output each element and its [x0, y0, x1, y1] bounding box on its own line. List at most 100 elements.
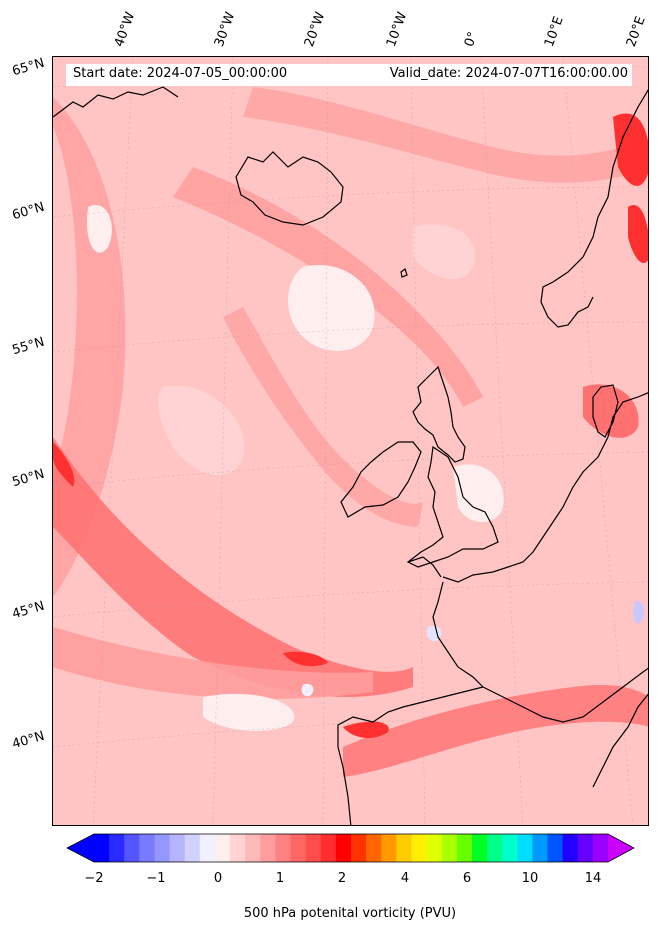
italy-coast — [592, 693, 648, 788]
latitude-label: 60°N — [10, 199, 47, 224]
start-date-label: Start date: 2024-07-05_00:00:00 — [73, 66, 288, 81]
colorbar-segment — [396, 834, 412, 862]
latitude-label: 55°N — [10, 334, 47, 359]
pv-negative-spot-2 — [633, 601, 644, 624]
colorbar-segment — [139, 834, 155, 862]
colorbar-segment — [517, 834, 533, 862]
coastlines — [53, 86, 648, 825]
colorbar-segment — [335, 834, 352, 862]
colorbar-tick-label: 10 — [521, 871, 539, 886]
pv-core-southern-france — [343, 721, 389, 739]
colorbar-tick-label: 0 — [213, 871, 223, 886]
map-panel — [52, 56, 649, 826]
colorbar-tick-label: 1 — [275, 871, 285, 886]
colorbar-segment — [547, 834, 564, 862]
colorbar-segment — [577, 834, 594, 862]
colorbar-tick-label: −1 — [146, 871, 166, 886]
colorbar-segment — [592, 834, 609, 862]
colorbar-segment — [245, 834, 261, 862]
faroe-islands — [400, 268, 408, 278]
iceland-coast — [235, 151, 344, 226]
colorbar-segment — [471, 834, 488, 862]
colorbar-segment — [184, 834, 201, 862]
pv-band-east-upper — [173, 167, 483, 407]
longitude-label: 30°W — [211, 10, 239, 49]
pv-low-patch-south — [203, 693, 295, 732]
colorbar-title: 500 hPa potenital vorticity (PVU) — [243, 906, 457, 921]
colorbar-segment — [94, 834, 110, 862]
colorbar-outline — [66, 833, 635, 863]
pv-core-south — [283, 651, 328, 667]
colorbar-segment — [441, 834, 458, 862]
date-info-box: Start date: 2024-07-05_00:00:00 Valid_da… — [66, 64, 632, 86]
iberia-north-coast — [372, 686, 484, 723]
greenland-coast — [53, 86, 179, 118]
colorbar-segment — [230, 834, 246, 862]
colorbar-tick-label: 6 — [462, 871, 472, 886]
colorbar-segment — [169, 834, 186, 862]
colorbar-segment — [199, 834, 216, 862]
colorbar-segment — [562, 834, 579, 862]
colorbar-segment — [366, 834, 382, 862]
colorbar-segment — [502, 834, 518, 862]
mediterranean-coast — [482, 667, 648, 723]
colorbar-segment — [381, 834, 397, 862]
colorbar-segment — [124, 834, 140, 862]
longitude-label: 0° — [461, 29, 482, 49]
valid-date-label: Valid_date: 2024-07-07T16:00:00.00 — [389, 66, 628, 81]
pv-band-southwest — [53, 437, 413, 697]
pv-core-southwest — [53, 442, 75, 487]
colorbar-segment — [411, 834, 428, 862]
pv-negative-spot-3 — [301, 683, 314, 697]
great-britain-coast — [406, 445, 499, 568]
colorbar-segment — [456, 834, 473, 862]
pv-band-mid — [223, 307, 423, 527]
scotland-coast — [412, 365, 466, 463]
colorbar-tick-label: −2 — [84, 871, 104, 886]
colorbar-segment — [275, 834, 292, 862]
longitude-label: 10°E — [541, 14, 567, 50]
longitude-label: 20°E — [623, 14, 649, 50]
pv-field-map — [53, 57, 648, 825]
colorbar-segment — [154, 834, 171, 862]
colorbar-segment — [290, 834, 307, 862]
pv-band-south — [53, 627, 373, 699]
colorbar-segment — [109, 834, 125, 862]
pv-core-norway — [613, 113, 648, 186]
colorbar-segment — [214, 834, 231, 862]
longitude-label: 40°W — [111, 10, 139, 49]
colorbar-under-arrow — [67, 834, 94, 862]
pv-low-patch-west — [87, 205, 112, 253]
colorbar — [66, 833, 635, 863]
latitude-label: 65°N — [10, 55, 47, 80]
pv-low-patch-ne — [413, 224, 475, 280]
latitude-label: 40°N — [10, 728, 47, 753]
graticule — [53, 57, 648, 825]
iberia-west-coast — [337, 716, 374, 825]
latitude-label: 50°N — [10, 466, 47, 491]
pv-core-norway-2 — [628, 205, 648, 264]
longitude-label: 10°W — [383, 10, 411, 49]
colorbar-tick-label: 14 — [584, 871, 602, 886]
colorbar-tick-label: 2 — [337, 871, 347, 886]
colorbar-segment — [532, 834, 549, 862]
colorbar-segment — [351, 834, 367, 862]
colorbar-tick-label: 4 — [400, 871, 410, 886]
pv-band-north — [243, 87, 648, 183]
colorbar-segment — [320, 834, 337, 862]
pv-low-patch-england — [453, 464, 504, 522]
biscay-coast — [432, 581, 484, 688]
norway-coast — [540, 89, 648, 328]
pv-band-southeast — [343, 685, 648, 777]
latitude-label: 45°N — [10, 598, 47, 623]
colorbar-segment — [260, 834, 276, 862]
denmark-coast — [592, 384, 619, 438]
ireland-coast — [340, 441, 422, 518]
colorbar-segment — [426, 834, 443, 862]
colorbar-over-arrow — [608, 834, 634, 862]
brittany-coast — [407, 556, 442, 578]
colorbar-segment — [305, 834, 322, 862]
colorbar-segment — [487, 834, 503, 862]
longitude-label: 20°W — [301, 10, 329, 49]
pv-core-east — [583, 384, 639, 438]
